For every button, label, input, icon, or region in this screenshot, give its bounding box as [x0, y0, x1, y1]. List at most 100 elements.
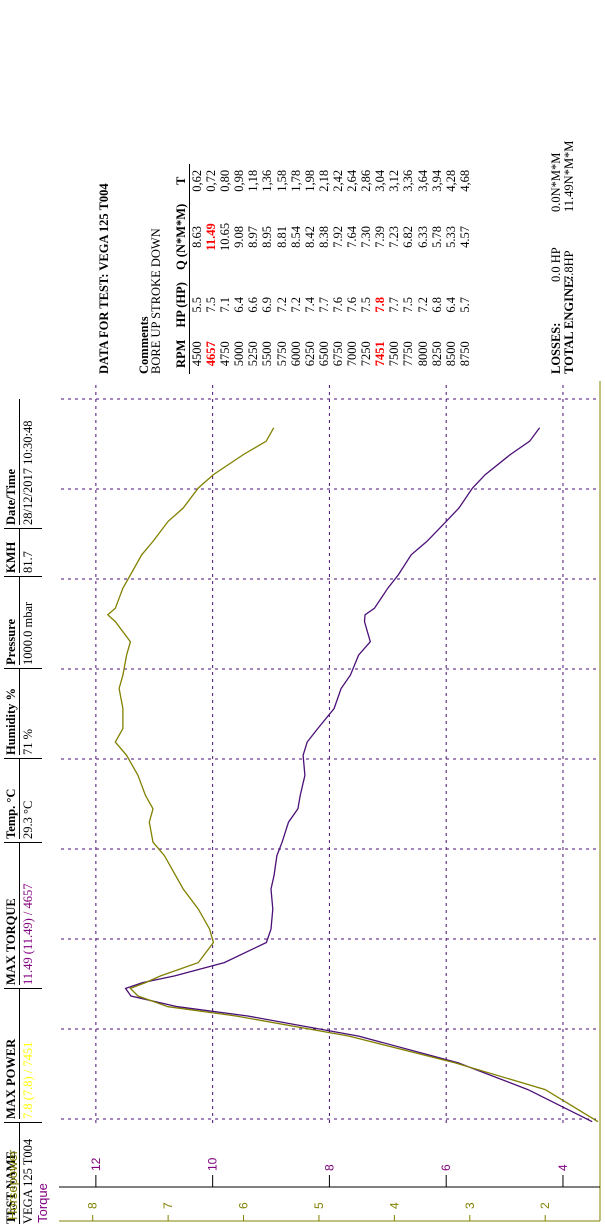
- table-cell: 0,98: [232, 169, 247, 192]
- table-cell: 5000: [232, 341, 247, 367]
- table-cell: 2,42: [330, 169, 345, 192]
- dyno-chart: Torque Horsepower 4 6 8 10 12 2 3 4 5 6 7 8: [5, 381, 601, 1223]
- table-cell: 2,18: [316, 169, 331, 192]
- table-cell: 7750: [401, 341, 416, 367]
- table-cell: 3,94: [429, 169, 444, 192]
- data-table: RPM HP (HP) Q (N*M*M) T 4500 5.5 8.63 0,62 4657…: [174, 163, 472, 374]
- table-cell: 6.9: [260, 296, 275, 313]
- table-cell: 7.39: [373, 225, 388, 248]
- table-cell: 8.97: [246, 225, 261, 248]
- table-cell: 4,68: [457, 169, 472, 192]
- table-cell: 8.42: [302, 225, 317, 248]
- table-cell: 7250: [359, 341, 374, 367]
- table-cell: 5250: [246, 341, 261, 367]
- total-hp: 7.8HP: [562, 250, 576, 282]
- table-cell: 5500: [260, 341, 275, 367]
- table-row: 6500 7.7 8.38 2,18: [317, 164, 331, 374]
- horsepower-tick-label: 5: [312, 1202, 326, 1209]
- losses-torque: 0.0N*M*M: [549, 152, 563, 212]
- data-table-col-header: Q (N*M*M): [174, 197, 190, 277]
- table-row: 5750 7.2 8.81 1,58: [275, 164, 289, 374]
- table-cell: 8.38: [316, 225, 331, 248]
- table-cell: 4500: [190, 341, 204, 367]
- table-cell: 6500: [316, 341, 331, 367]
- table-row: 6750 7.6 7.92 2,42: [331, 164, 345, 374]
- table-cell: 7.4: [302, 296, 317, 313]
- table-cell: 6.8: [429, 296, 444, 313]
- horsepower-tick-label: 8: [86, 1202, 100, 1209]
- table-cell: 7.2: [288, 296, 303, 313]
- table-cell: 0,62: [190, 169, 204, 192]
- table-cell: 5.78: [429, 225, 444, 248]
- table-row: 7451 7.8 7.39 3,04: [373, 164, 387, 374]
- table-cell: 5.33: [443, 225, 458, 248]
- table-row: 4500 5.5 8.63 0,62: [190, 164, 205, 374]
- table-cell: 7.5: [359, 296, 374, 313]
- table-cell: 7.5: [204, 296, 219, 313]
- table-row: 5000 6.4 9.08 0,98: [232, 164, 246, 374]
- torque-series-line: [124, 427, 593, 1123]
- table-cell: 7000: [345, 341, 360, 367]
- table-cell: 8.63: [190, 225, 204, 248]
- table-cell: 8.95: [260, 225, 275, 248]
- table-cell: 0,72: [204, 169, 219, 192]
- table-cell: 1,98: [302, 169, 317, 192]
- table-cell: 6.4: [232, 296, 247, 313]
- table-row: 5500 6.9 8.95 1,36: [260, 164, 274, 374]
- table-cell: 2,86: [359, 169, 374, 192]
- horsepower-tick-label: 7: [161, 1202, 175, 1209]
- table-cell: 1,36: [260, 169, 275, 192]
- table-row: 7750 7.5 6.82 3,36: [401, 164, 415, 374]
- table-cell: 3,64: [415, 169, 430, 192]
- table-row: 7250 7.5 7.30 2,86: [359, 164, 373, 374]
- torque-tick-label: 10: [206, 1157, 220, 1171]
- table-cell: 7451: [373, 341, 388, 367]
- table-cell: 7.23: [387, 225, 402, 248]
- horsepower-tick-label: 4: [387, 1202, 401, 1209]
- table-row: 4657 7.5 11.49 0,72: [204, 164, 218, 374]
- table-cell: 3,12: [387, 169, 402, 192]
- table-cell: 8000: [415, 341, 430, 367]
- table-cell: 7.30: [359, 225, 374, 248]
- table-cell: 8750: [457, 341, 472, 367]
- table-row: 7000 7.6 7.64 2,64: [345, 164, 359, 374]
- table-cell: 1,18: [246, 169, 261, 192]
- horsepower-series-line: [106, 427, 599, 1123]
- table-cell: 6.33: [415, 225, 430, 248]
- table-cell: 6250: [302, 341, 317, 367]
- table-cell: 4.57: [457, 225, 472, 248]
- table-cell: 6750: [330, 341, 345, 367]
- table-cell: 5750: [274, 341, 289, 367]
- table-cell: 5.5: [190, 296, 204, 313]
- table-row: 8500 6.4 5.33 4,28: [444, 164, 458, 374]
- table-row: 6250 7.4 8.42 1,98: [303, 164, 317, 374]
- data-table-header: RPM HP (HP) Q (N*M*M) T: [174, 163, 190, 374]
- total-label: TOTAL ENGINE:: [562, 275, 576, 374]
- table-cell: 0,80: [218, 169, 233, 192]
- table-row: 6000 7.2 8.54 1,78: [289, 164, 303, 374]
- data-panel: DATA FOR TEST: VEGA 125 T004 Comments BO…: [42, 4, 602, 374]
- torque-axis-label: Torque: [35, 1183, 50, 1223]
- data-table-body: 4500 5.5 8.63 0,62 4657 7.5 11.49 0,72 4750 7.1 10…: [190, 164, 472, 374]
- table-cell: 7.6: [345, 296, 360, 313]
- table-row: 8750 5.7 4.57 4,68: [458, 164, 472, 374]
- comments-text: BORE UP STROKE DOWN: [149, 228, 163, 374]
- horsepower-tick-label: 2: [538, 1202, 552, 1209]
- table-cell: 7.2: [274, 296, 289, 313]
- horsepower-axis-label: Horsepower: [5, 1149, 20, 1220]
- table-cell: 3,36: [401, 169, 416, 192]
- table-cell: 6.6: [246, 296, 261, 313]
- table-cell: 10.65: [218, 222, 233, 251]
- table-cell: 7.2: [415, 296, 430, 313]
- table-cell: 7.1: [218, 296, 233, 313]
- data-table-col-header: HP (HP): [174, 276, 190, 334]
- table-cell: 6.82: [401, 225, 416, 248]
- table-cell: 7.6: [330, 296, 345, 313]
- torque-tick-label: 4: [556, 1164, 570, 1171]
- table-cell: 6000: [288, 341, 303, 367]
- table-cell: 7.7: [387, 296, 402, 313]
- table-cell: 8250: [429, 341, 444, 367]
- table-cell: 9.08: [232, 225, 247, 248]
- table-row: 4750 7.1 10.65 0,80: [218, 164, 232, 374]
- table-cell: 2,64: [345, 169, 360, 192]
